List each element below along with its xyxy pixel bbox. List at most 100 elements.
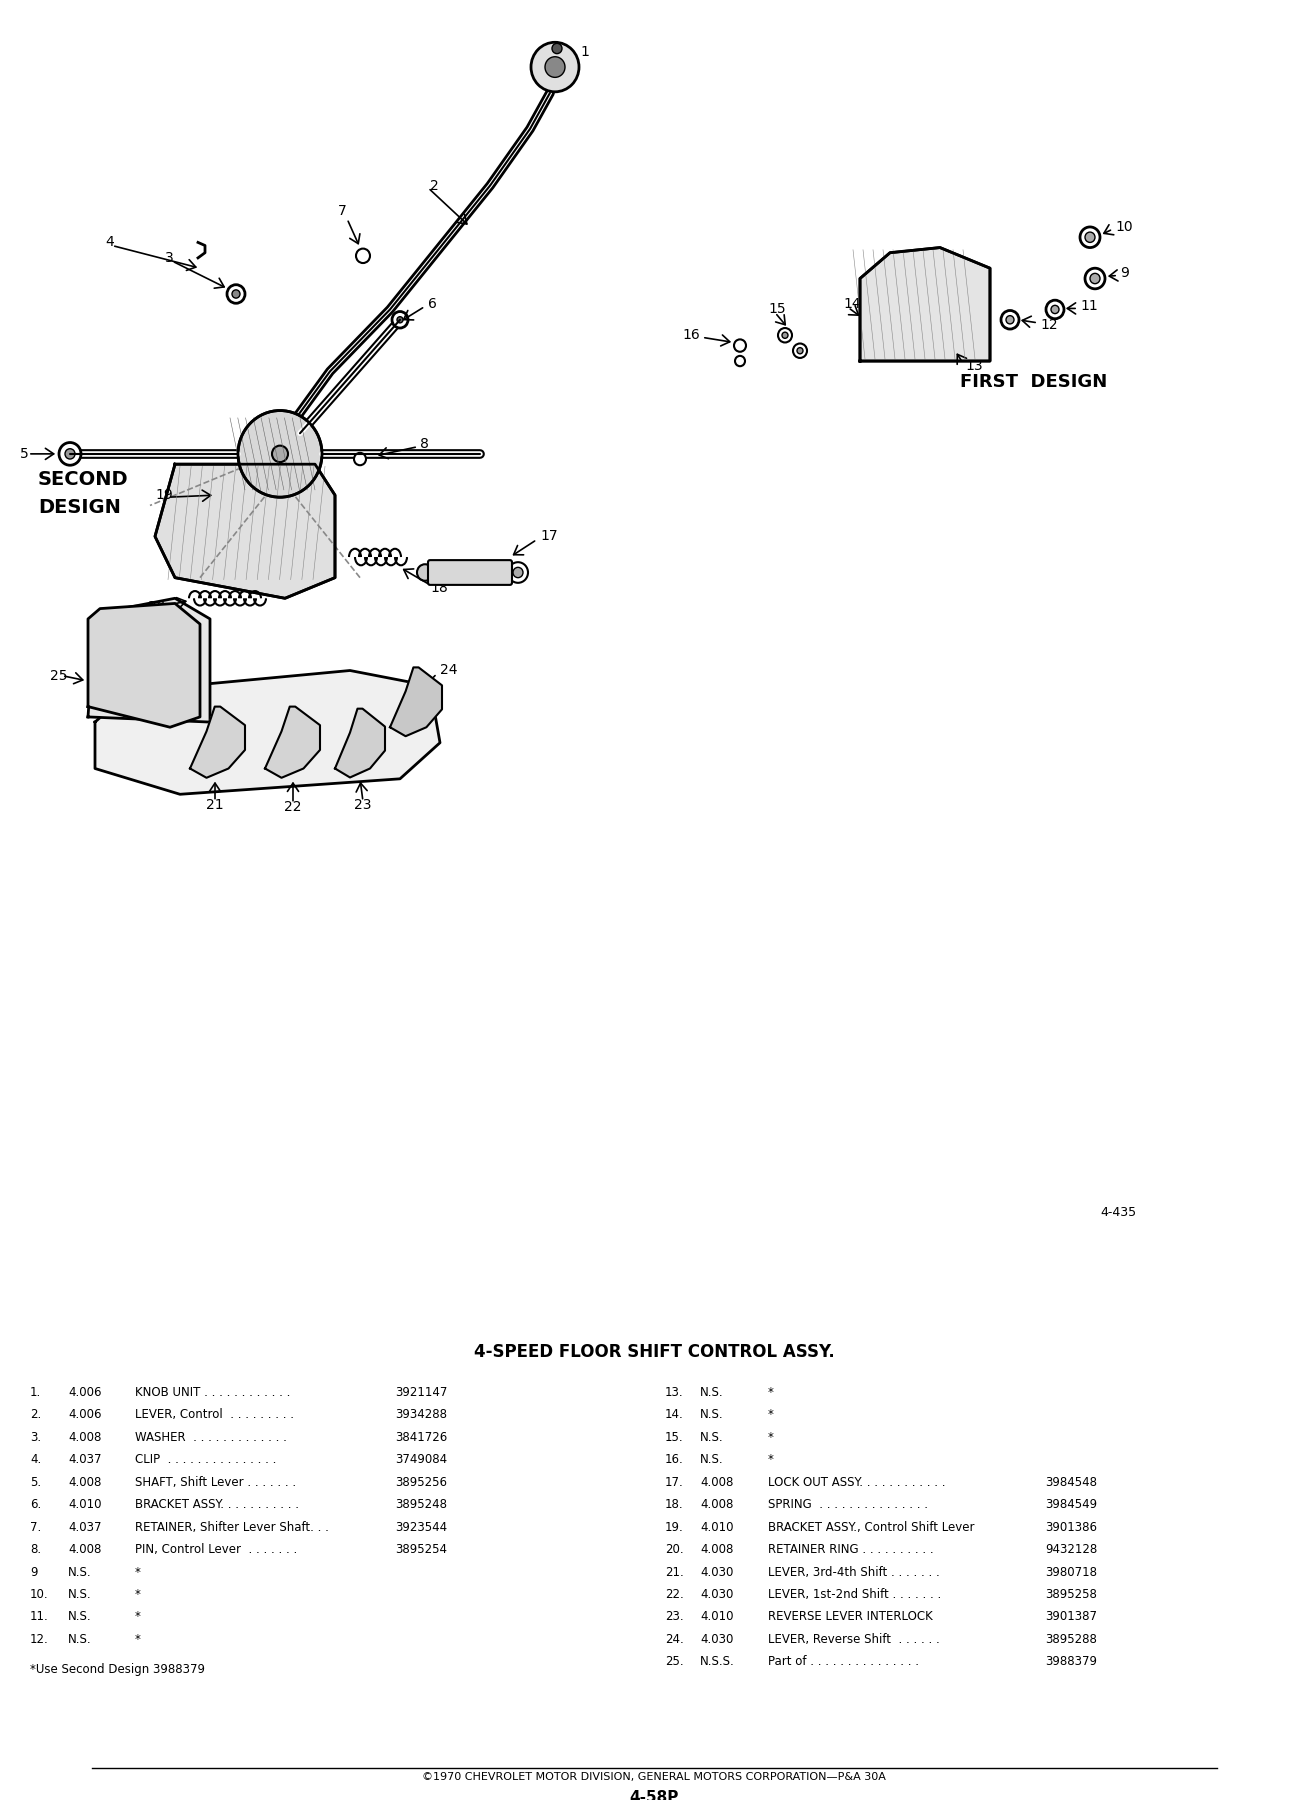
Circle shape — [353, 454, 367, 464]
Text: 11.: 11. — [30, 1611, 48, 1624]
Text: 18.: 18. — [665, 1498, 683, 1512]
Circle shape — [545, 58, 565, 77]
Text: *: * — [135, 1566, 141, 1579]
Text: 21.: 21. — [665, 1566, 683, 1579]
Text: 3901386: 3901386 — [1045, 1521, 1097, 1534]
Polygon shape — [860, 248, 990, 362]
Text: RETAINER, Shifter Lever Shaft. . .: RETAINER, Shifter Lever Shaft. . . — [135, 1521, 329, 1534]
Text: 8: 8 — [420, 437, 429, 450]
Text: 1.: 1. — [30, 1386, 42, 1399]
Text: 4-SPEED FLOOR SHIFT CONTROL ASSY.: 4-SPEED FLOOR SHIFT CONTROL ASSY. — [474, 1343, 834, 1361]
Text: N.S.: N.S. — [700, 1431, 724, 1444]
Circle shape — [781, 333, 788, 338]
Text: 3984549: 3984549 — [1045, 1498, 1097, 1512]
Text: *: * — [768, 1408, 774, 1422]
Text: 7.: 7. — [30, 1521, 42, 1534]
Text: BRACKET ASSY., Control Shift Lever: BRACKET ASSY., Control Shift Lever — [768, 1521, 974, 1534]
Text: CLIP  . . . . . . . . . . . . . . .: CLIP . . . . . . . . . . . . . . . — [135, 1453, 276, 1467]
Polygon shape — [154, 464, 335, 598]
Text: BRACKET ASSY. . . . . . . . . . .: BRACKET ASSY. . . . . . . . . . . — [135, 1498, 298, 1512]
Text: 4-435: 4-435 — [1100, 1206, 1136, 1219]
Text: ©1970 CHEVROLET MOTOR DIVISION, GENERAL MOTORS CORPORATION—P&A 30A: ©1970 CHEVROLET MOTOR DIVISION, GENERAL … — [421, 1771, 886, 1782]
Text: DESIGN: DESIGN — [38, 499, 120, 517]
Polygon shape — [190, 707, 245, 778]
Text: 25: 25 — [50, 668, 68, 682]
Circle shape — [285, 733, 300, 749]
Text: N.S.: N.S. — [68, 1611, 92, 1624]
Text: 1: 1 — [580, 45, 589, 59]
Text: 3895288: 3895288 — [1045, 1633, 1097, 1645]
Text: LEVER, Reverse Shift  . . . . . .: LEVER, Reverse Shift . . . . . . — [768, 1633, 940, 1645]
Circle shape — [59, 443, 81, 464]
Text: 3923544: 3923544 — [395, 1521, 448, 1534]
Text: LEVER, 3rd-4th Shift . . . . . . .: LEVER, 3rd-4th Shift . . . . . . . — [768, 1566, 940, 1579]
Text: 16.: 16. — [665, 1453, 683, 1467]
Text: KNOB UNIT . . . . . . . . . . . .: KNOB UNIT . . . . . . . . . . . . — [135, 1386, 291, 1399]
Text: Part of . . . . . . . . . . . . . . .: Part of . . . . . . . . . . . . . . . — [768, 1656, 919, 1669]
Text: *: * — [768, 1453, 774, 1467]
Text: SECOND: SECOND — [38, 470, 128, 490]
Circle shape — [1051, 306, 1059, 313]
Text: WASHER  . . . . . . . . . . . . .: WASHER . . . . . . . . . . . . . — [135, 1431, 287, 1444]
Text: 7: 7 — [338, 205, 347, 218]
Text: 17: 17 — [541, 529, 558, 544]
Text: 4.010: 4.010 — [68, 1498, 102, 1512]
Circle shape — [356, 248, 370, 263]
Text: 4.030: 4.030 — [700, 1633, 733, 1645]
Text: 15.: 15. — [665, 1431, 683, 1444]
Text: 9432128: 9432128 — [1045, 1543, 1097, 1555]
Text: 20.: 20. — [665, 1543, 683, 1555]
Text: *: * — [768, 1431, 774, 1444]
Text: 23.: 23. — [665, 1611, 683, 1624]
Polygon shape — [88, 598, 209, 722]
Text: 4.008: 4.008 — [700, 1498, 733, 1512]
Text: REVERSE LEVER INTERLOCK: REVERSE LEVER INTERLOCK — [768, 1611, 933, 1624]
Text: SPRING  . . . . . . . . . . . . . . .: SPRING . . . . . . . . . . . . . . . — [768, 1498, 928, 1512]
Circle shape — [734, 340, 746, 351]
Text: 3980718: 3980718 — [1045, 1566, 1097, 1579]
Circle shape — [508, 562, 528, 583]
Text: N.S.: N.S. — [68, 1566, 92, 1579]
Text: 9: 9 — [1121, 266, 1128, 281]
Text: 12: 12 — [1039, 319, 1058, 331]
Text: 4: 4 — [105, 236, 114, 250]
Circle shape — [238, 410, 322, 497]
Text: N.S.: N.S. — [68, 1588, 92, 1600]
Circle shape — [418, 563, 433, 581]
Circle shape — [391, 311, 408, 328]
Text: N.S.S.: N.S.S. — [700, 1656, 734, 1669]
Text: SHAFT, Shift Lever . . . . . . .: SHAFT, Shift Lever . . . . . . . — [135, 1476, 296, 1489]
Circle shape — [353, 734, 367, 749]
Text: *Use Second Design 3988379: *Use Second Design 3988379 — [30, 1663, 206, 1676]
Text: 4.006: 4.006 — [68, 1386, 102, 1399]
Text: 19.: 19. — [665, 1521, 683, 1534]
Text: 4-58P: 4-58P — [630, 1789, 678, 1800]
Text: 18: 18 — [429, 581, 448, 596]
Text: 16: 16 — [682, 328, 700, 342]
FancyBboxPatch shape — [428, 560, 512, 585]
Text: 22: 22 — [284, 799, 302, 814]
Circle shape — [1085, 268, 1105, 288]
Text: 11: 11 — [1080, 299, 1098, 313]
Text: 3895254: 3895254 — [395, 1543, 446, 1555]
Circle shape — [1085, 232, 1096, 243]
Text: LOCK OUT ASSY. . . . . . . . . . . .: LOCK OUT ASSY. . . . . . . . . . . . — [768, 1476, 945, 1489]
Text: *: * — [135, 1633, 141, 1645]
Polygon shape — [390, 668, 442, 736]
Text: 24: 24 — [440, 664, 458, 677]
Circle shape — [1080, 227, 1100, 248]
Circle shape — [1046, 301, 1064, 319]
Text: 4.030: 4.030 — [700, 1588, 733, 1600]
Text: 19: 19 — [154, 488, 173, 502]
Text: 5.: 5. — [30, 1476, 41, 1489]
Circle shape — [778, 328, 792, 342]
Text: 4.008: 4.008 — [700, 1476, 733, 1489]
Text: 24.: 24. — [665, 1633, 683, 1645]
Text: 3895258: 3895258 — [1045, 1588, 1097, 1600]
Text: 4.010: 4.010 — [700, 1611, 733, 1624]
Text: 4.008: 4.008 — [68, 1431, 101, 1444]
Circle shape — [272, 446, 288, 463]
Text: FIRST  DESIGN: FIRST DESIGN — [959, 373, 1107, 391]
Text: 4.037: 4.037 — [68, 1521, 102, 1534]
Text: 6.: 6. — [30, 1498, 42, 1512]
